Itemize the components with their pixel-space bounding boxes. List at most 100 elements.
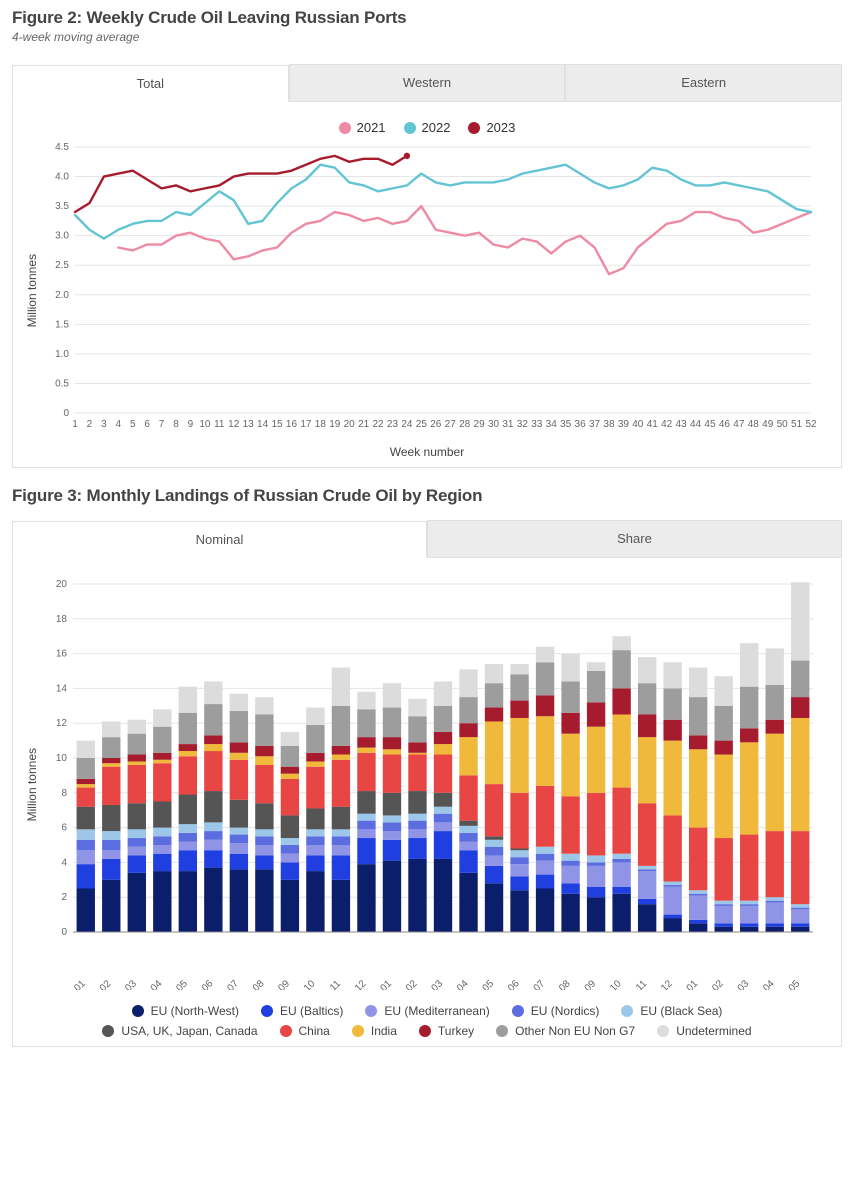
swatch-2022: [404, 122, 416, 134]
svg-text:14: 14: [257, 419, 269, 430]
svg-text:1: 1: [72, 419, 78, 430]
tab-eastern[interactable]: Eastern: [565, 64, 842, 101]
svg-text:3: 3: [101, 419, 107, 430]
tab-total[interactable]: Total: [12, 65, 289, 102]
svg-text:31: 31: [502, 419, 514, 430]
svg-text:21-08: 21-08: [241, 978, 267, 990]
svg-text:36: 36: [575, 419, 587, 430]
svg-text:10: 10: [56, 753, 68, 764]
svg-text:5: 5: [130, 419, 136, 430]
legend-label-2023: 2023: [486, 120, 515, 135]
svg-text:23-05: 23-05: [776, 978, 802, 990]
legend-eu-nordics-: EU (Nordics): [512, 1004, 600, 1018]
legend-eu-baltics-: EU (Baltics): [261, 1004, 343, 1018]
svg-text:22-02: 22-02: [394, 978, 420, 990]
svg-text:42: 42: [661, 419, 673, 430]
svg-text:22-09: 22-09: [572, 978, 598, 990]
svg-text:47: 47: [733, 419, 745, 430]
svg-text:30: 30: [488, 419, 500, 430]
svg-text:23-02: 23-02: [700, 978, 726, 990]
svg-text:21-09: 21-09: [266, 978, 292, 990]
svg-text:3.5: 3.5: [55, 201, 69, 212]
svg-text:22-07: 22-07: [521, 978, 547, 990]
swatch: [657, 1025, 669, 1037]
svg-text:21-05: 21-05: [164, 978, 190, 990]
tab-share[interactable]: Share: [427, 520, 842, 557]
legend-label-2021: 2021: [357, 120, 386, 135]
svg-text:8: 8: [173, 419, 179, 430]
svg-text:1.0: 1.0: [55, 349, 69, 360]
svg-text:50: 50: [777, 419, 789, 430]
figure2-title: Figure 2: Weekly Crude Oil Leaving Russi…: [12, 8, 842, 28]
legend-label: USA, UK, Japan, Canada: [121, 1024, 257, 1038]
svg-text:21-03: 21-03: [113, 978, 139, 990]
svg-text:22-04: 22-04: [445, 978, 471, 990]
swatch: [419, 1025, 431, 1037]
legend-eu-north-west-: EU (North-West): [132, 1004, 239, 1018]
figure3-tabs: Nominal Share: [12, 520, 842, 558]
svg-text:19: 19: [329, 419, 341, 430]
figure2-ylabel: Million tonnes: [25, 254, 39, 327]
svg-text:33: 33: [531, 419, 543, 430]
svg-text:22: 22: [372, 419, 384, 430]
svg-text:23: 23: [387, 419, 399, 430]
legend-label: EU (Mediterranean): [384, 1004, 489, 1018]
swatch: [132, 1005, 144, 1017]
svg-text:21-02: 21-02: [88, 978, 114, 990]
tab-nominal[interactable]: Nominal: [12, 521, 427, 558]
swatch: [280, 1025, 292, 1037]
svg-text:4.0: 4.0: [55, 172, 69, 183]
svg-text:46: 46: [719, 419, 731, 430]
figure2-tabs: Total Western Eastern: [12, 64, 842, 102]
svg-text:6: 6: [61, 823, 67, 834]
figure3-title: Figure 3: Monthly Landings of Russian Cr…: [12, 486, 842, 506]
svg-text:4: 4: [61, 857, 67, 868]
svg-text:52: 52: [805, 419, 817, 430]
svg-text:7: 7: [159, 419, 165, 430]
legend-label: Other Non EU Non G7: [515, 1024, 635, 1038]
svg-text:21-04: 21-04: [139, 978, 165, 990]
svg-text:4: 4: [116, 419, 122, 430]
svg-text:0.5: 0.5: [55, 378, 69, 389]
legend-undetermined: Undetermined: [657, 1024, 751, 1038]
svg-text:22-08: 22-08: [547, 978, 573, 990]
svg-text:6: 6: [144, 419, 150, 430]
figure-2: Figure 2: Weekly Crude Oil Leaving Russi…: [12, 8, 842, 468]
svg-text:21-07: 21-07: [215, 978, 241, 990]
svg-text:41: 41: [647, 419, 659, 430]
svg-text:21-01: 21-01: [62, 978, 88, 990]
svg-text:18: 18: [56, 614, 68, 625]
svg-text:8: 8: [61, 788, 67, 799]
svg-text:4.5: 4.5: [55, 142, 69, 153]
svg-text:16: 16: [56, 649, 68, 660]
legend-label: EU (North-West): [151, 1004, 239, 1018]
swatch: [621, 1005, 633, 1017]
svg-text:28: 28: [459, 419, 471, 430]
svg-text:45: 45: [704, 419, 716, 430]
figure3-legend: EU (North-West) EU (Baltics) EU (Mediterra…: [25, 1004, 829, 1038]
svg-text:21-11: 21-11: [318, 978, 344, 990]
legend-label: EU (Black Sea): [640, 1004, 722, 1018]
svg-text:14: 14: [56, 683, 68, 694]
legend-turkey: Turkey: [419, 1024, 474, 1038]
svg-text:35: 35: [560, 419, 572, 430]
svg-text:0: 0: [63, 408, 69, 419]
swatch-2021: [339, 122, 351, 134]
tab-western[interactable]: Western: [289, 64, 566, 101]
svg-text:15: 15: [271, 419, 283, 430]
svg-text:32: 32: [517, 419, 529, 430]
svg-text:2: 2: [87, 419, 93, 430]
svg-text:17: 17: [300, 419, 312, 430]
svg-text:9: 9: [188, 419, 194, 430]
svg-text:48: 48: [748, 419, 760, 430]
svg-text:2.5: 2.5: [55, 260, 69, 271]
svg-text:3.0: 3.0: [55, 231, 69, 242]
svg-text:20: 20: [344, 419, 356, 430]
svg-text:23-03: 23-03: [725, 978, 751, 990]
svg-text:16: 16: [286, 419, 298, 430]
figure3-chart-area: Million tonnes 0246810121416182021-0121-…: [12, 558, 842, 1047]
svg-text:26: 26: [430, 419, 442, 430]
svg-text:2.0: 2.0: [55, 290, 69, 301]
legend-label: Undetermined: [676, 1024, 751, 1038]
legend-2023: 2023: [468, 120, 515, 135]
